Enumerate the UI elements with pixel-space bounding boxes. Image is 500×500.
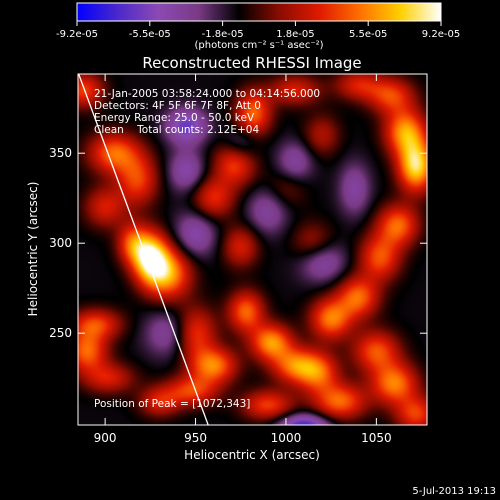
x-tick-label: 1000 (271, 431, 302, 445)
colorbar-tick-label: -5.5e-05 (129, 29, 171, 40)
x-axis: 900 950 1000 1050 (94, 74, 392, 445)
y-tick-label: 250 (49, 326, 72, 340)
chart-title: Reconstructed RHESSI Image (142, 54, 361, 72)
annotation-peak: Position of Peak = [1072,343] (94, 398, 250, 410)
colorbar (76, 2, 442, 22)
x-tick-label: 950 (184, 431, 207, 445)
annotation-clean: Clean Total counts: 2.12E+04 (94, 124, 259, 136)
annotation-time-range: 21-Jan-2005 03:58:24.000 to 04:14:56.000 (94, 88, 320, 100)
colorbar-tick-label: 9.2e-05 (422, 29, 460, 40)
y-axis-label: Heliocentric Y (arcsec) (26, 182, 40, 317)
x-tick-label: 900 (94, 431, 117, 445)
limb-line (78, 74, 209, 425)
footer-date: 5-Jul-2013 19:13 (412, 486, 496, 497)
y-tick-label: 350 (49, 146, 72, 160)
x-tick-label: 1050 (361, 431, 392, 445)
annotation-energy: Energy Range: 25.0 - 50.0 keV (94, 112, 255, 124)
plot-frame (77, 73, 428, 426)
heatmap-image (78, 74, 427, 425)
x-axis-label: Heliocentric X (arcsec) (184, 448, 320, 462)
colorbar-tick-label: -9.2e-05 (56, 29, 98, 40)
colorbar-unit-label: (photons cm⁻² s⁻¹ asec⁻²) (194, 40, 323, 51)
colorbar-tick-label: 1.8e-05 (276, 29, 314, 40)
annotation-block: 21-Jan-2005 03:58:24.000 to 04:14:56.000… (94, 88, 320, 410)
colorbar-ticks: -9.2e-05 -5.5e-05 -1.8e-05 1.8e-05 5.5e-05 9.… (56, 21, 460, 40)
annotation-detectors: Detectors: 4F 5F 6F 7F 8F, Att 0 (94, 100, 261, 112)
y-tick-label: 300 (49, 236, 72, 250)
colorbar-tick-label: 5.5e-05 (349, 29, 387, 40)
colorbar-tick-label: -1.8e-05 (202, 29, 244, 40)
y-axis: 250 300 350 (49, 146, 427, 340)
